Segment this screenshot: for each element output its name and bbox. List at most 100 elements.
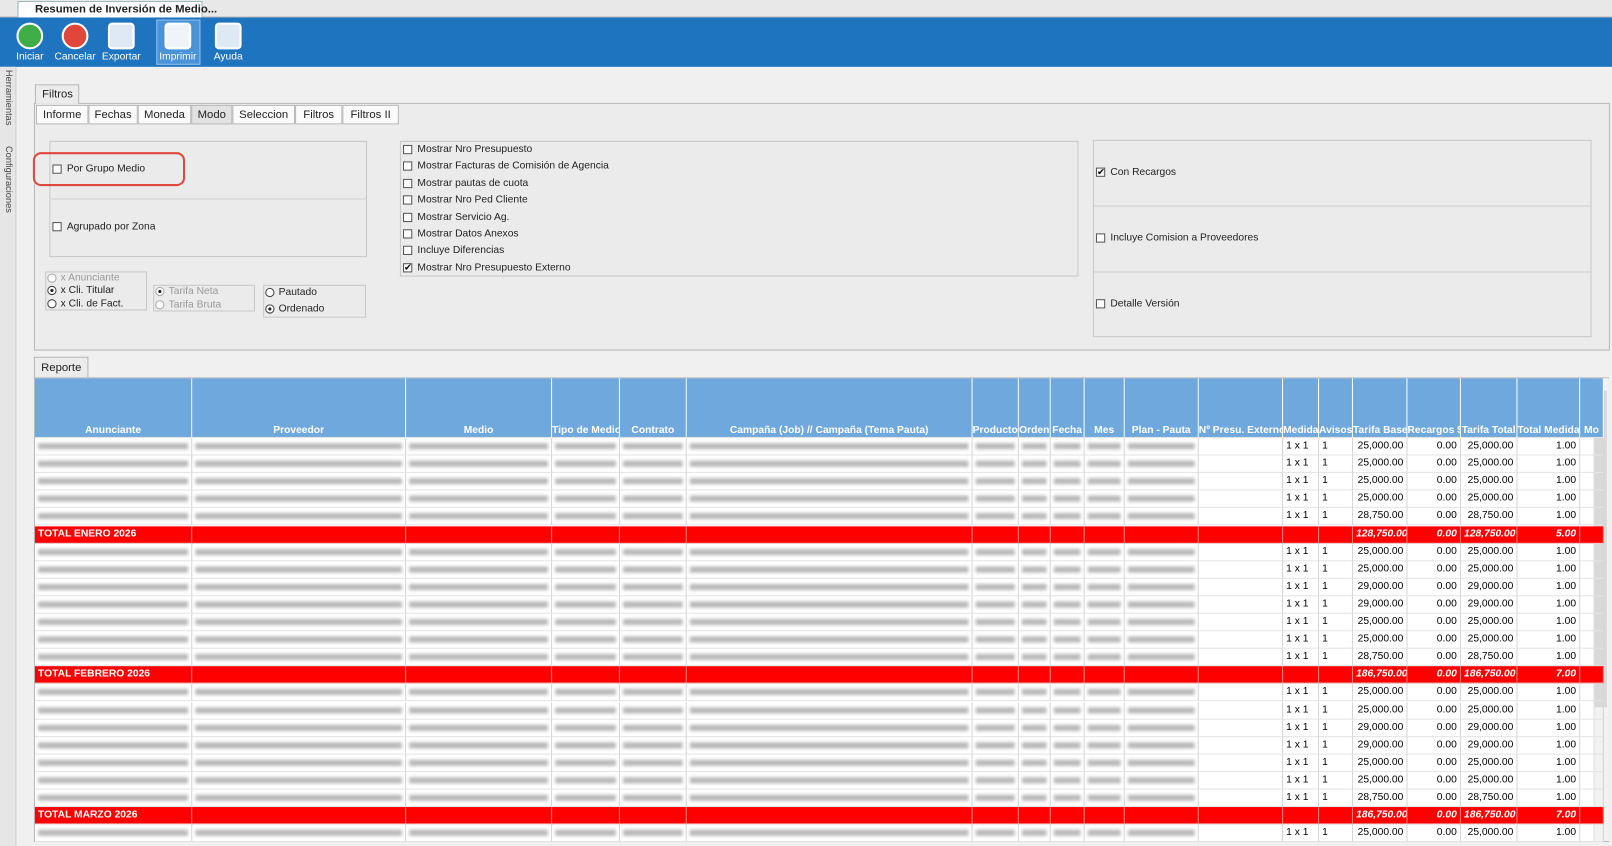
checkbox-label[interactable]: Mostrar Servicio Ag. xyxy=(417,211,510,223)
radio-label[interactable]: Pautado xyxy=(278,286,317,299)
checkbox-label[interactable]: Por Grupo Medio xyxy=(66,163,146,175)
radio-label[interactable]: x Cli. Titular xyxy=(60,284,115,297)
filter-tab[interactable]: Seleccion xyxy=(232,104,296,125)
column-header[interactable]: Anunciante xyxy=(34,378,193,438)
checkbox[interactable]: ✔ xyxy=(1095,166,1106,177)
radio-label[interactable]: x Cli. de Fact. xyxy=(60,298,124,310)
column-header[interactable]: Medio xyxy=(406,378,553,438)
column-header[interactable]: Nº Presu. Externo xyxy=(1198,378,1284,438)
column-header[interactable]: Campaña (Job) // Campaña (Tema Pauta) xyxy=(686,378,973,438)
tool-icon[interactable] xyxy=(61,22,89,50)
cell xyxy=(1198,473,1284,491)
column-header[interactable]: Avisos xyxy=(1319,378,1353,438)
filter-tab[interactable]: Fechas xyxy=(88,104,138,125)
checkbox-label[interactable]: Mostrar pautas de cuota xyxy=(417,177,529,189)
column-header[interactable]: Recargos $ xyxy=(1407,378,1461,438)
tool-icon[interactable] xyxy=(107,22,135,50)
side-tab[interactable]: Configuraciones xyxy=(4,145,15,213)
redacted xyxy=(975,777,1015,784)
tool-icon[interactable] xyxy=(16,22,44,50)
radio-label[interactable]: Tarifa Neta xyxy=(168,285,219,298)
radio[interactable] xyxy=(155,286,165,297)
radio[interactable] xyxy=(265,304,275,314)
column-header[interactable]: Proveedor xyxy=(192,378,407,438)
checkbox-label[interactable]: Mostrar Facturas de Comisión de Agencia xyxy=(417,160,609,173)
checkbox[interactable] xyxy=(403,246,413,256)
window-tab[interactable]: Resumen de Inversión de Medio... xyxy=(17,1,217,18)
cell xyxy=(406,771,553,790)
radio[interactable] xyxy=(47,285,57,296)
column-header[interactable]: Contrato xyxy=(619,378,687,438)
tool-icon[interactable] xyxy=(214,22,242,50)
redacted xyxy=(1053,601,1081,608)
cell xyxy=(552,508,620,526)
redacted xyxy=(409,741,548,749)
filter-tab[interactable]: Modo xyxy=(191,104,233,125)
column-header[interactable]: Producto xyxy=(972,378,1019,438)
tool-label[interactable]: Iniciar xyxy=(16,51,44,63)
column-header[interactable]: Plan - Pauta xyxy=(1124,378,1199,438)
redacted xyxy=(1021,829,1047,837)
checkbox[interactable]: ✔ xyxy=(403,261,413,273)
radio-label[interactable]: x Anunciante xyxy=(60,272,120,284)
column-header[interactable]: Medida xyxy=(1283,378,1320,438)
tool-label[interactable]: Ayuda xyxy=(213,51,243,63)
column-header[interactable]: Fecha xyxy=(1050,378,1085,438)
tool-icon[interactable] xyxy=(164,22,192,50)
checkbox[interactable] xyxy=(403,161,413,172)
filter-tab[interactable]: Filtros xyxy=(295,104,343,125)
tool-label[interactable]: Cancelar xyxy=(54,51,96,63)
checkbox-label[interactable]: Incluye Diferencias xyxy=(417,245,505,257)
radio-label[interactable]: Tarifa Bruta xyxy=(168,299,222,311)
column-header[interactable]: Mo xyxy=(1580,378,1604,438)
checkbox[interactable] xyxy=(403,195,413,205)
column-header[interactable]: Mes xyxy=(1084,378,1125,438)
checkbox[interactable] xyxy=(52,164,62,174)
checkbox-label[interactable]: Con Recargos xyxy=(1110,166,1177,178)
cell: 0.00 xyxy=(1407,455,1461,474)
radio[interactable] xyxy=(155,300,165,310)
filter-tab[interactable]: Informe xyxy=(35,104,89,125)
redacted xyxy=(1087,829,1121,837)
side-tab[interactable]: Herramientas xyxy=(4,69,15,126)
checkbox-label[interactable]: Mostrar Nro Presupuesto Externo xyxy=(417,261,571,274)
report-tab[interactable]: Reporte xyxy=(33,356,89,379)
checkbox-label[interactable]: Mostrar Datos Anexos xyxy=(417,228,519,240)
column-header[interactable]: Orden xyxy=(1018,378,1051,438)
checkbox-label[interactable]: Mostrar Nro Ped Cliente xyxy=(417,194,528,206)
radio-label[interactable]: Ordenado xyxy=(278,303,325,315)
checkbox[interactable] xyxy=(1095,299,1106,309)
checkbox-label[interactable]: Incluye Comision a Proveedores xyxy=(1110,232,1259,244)
redacted xyxy=(975,601,1015,608)
tool-label[interactable]: Imprimir xyxy=(159,51,197,63)
radio[interactable] xyxy=(47,273,57,283)
cell: 0.00 xyxy=(1407,824,1461,843)
checkbox[interactable] xyxy=(403,144,413,155)
column-header[interactable]: Total Medida xyxy=(1517,378,1581,438)
filters-tab[interactable]: Filtros xyxy=(34,84,80,104)
filter-tab[interactable]: Moneda xyxy=(137,104,192,125)
checkbox[interactable] xyxy=(403,178,413,188)
filter-tab-label: Seleccion xyxy=(239,108,289,122)
cell xyxy=(192,648,407,667)
cell xyxy=(972,578,1019,597)
column-header[interactable]: Tipo de Medio xyxy=(552,378,620,438)
redacted xyxy=(409,689,548,696)
cell: 1 x 1 xyxy=(1283,490,1320,509)
column-header[interactable]: Tarifa Base xyxy=(1352,378,1408,438)
radio[interactable] xyxy=(265,287,275,298)
redacted xyxy=(689,689,969,696)
radio[interactable] xyxy=(47,299,57,309)
filter-tab[interactable]: Filtros II xyxy=(342,104,399,125)
checkbox-label[interactable]: Mostrar Nro Presupuesto xyxy=(417,143,533,156)
checkbox[interactable] xyxy=(1095,233,1106,243)
column-header[interactable]: Tarifa Total xyxy=(1460,378,1518,438)
checkbox[interactable] xyxy=(403,229,413,239)
tool-label[interactable]: Exportar xyxy=(101,51,141,63)
total-cell: 128,750.00 xyxy=(1460,525,1518,544)
redacted xyxy=(195,654,402,661)
checkbox-label[interactable]: Detalle Versión xyxy=(1110,298,1180,310)
checkbox[interactable] xyxy=(403,212,413,222)
checkbox[interactable] xyxy=(52,222,62,232)
checkbox-label[interactable]: Agrupado por Zona xyxy=(66,221,156,233)
